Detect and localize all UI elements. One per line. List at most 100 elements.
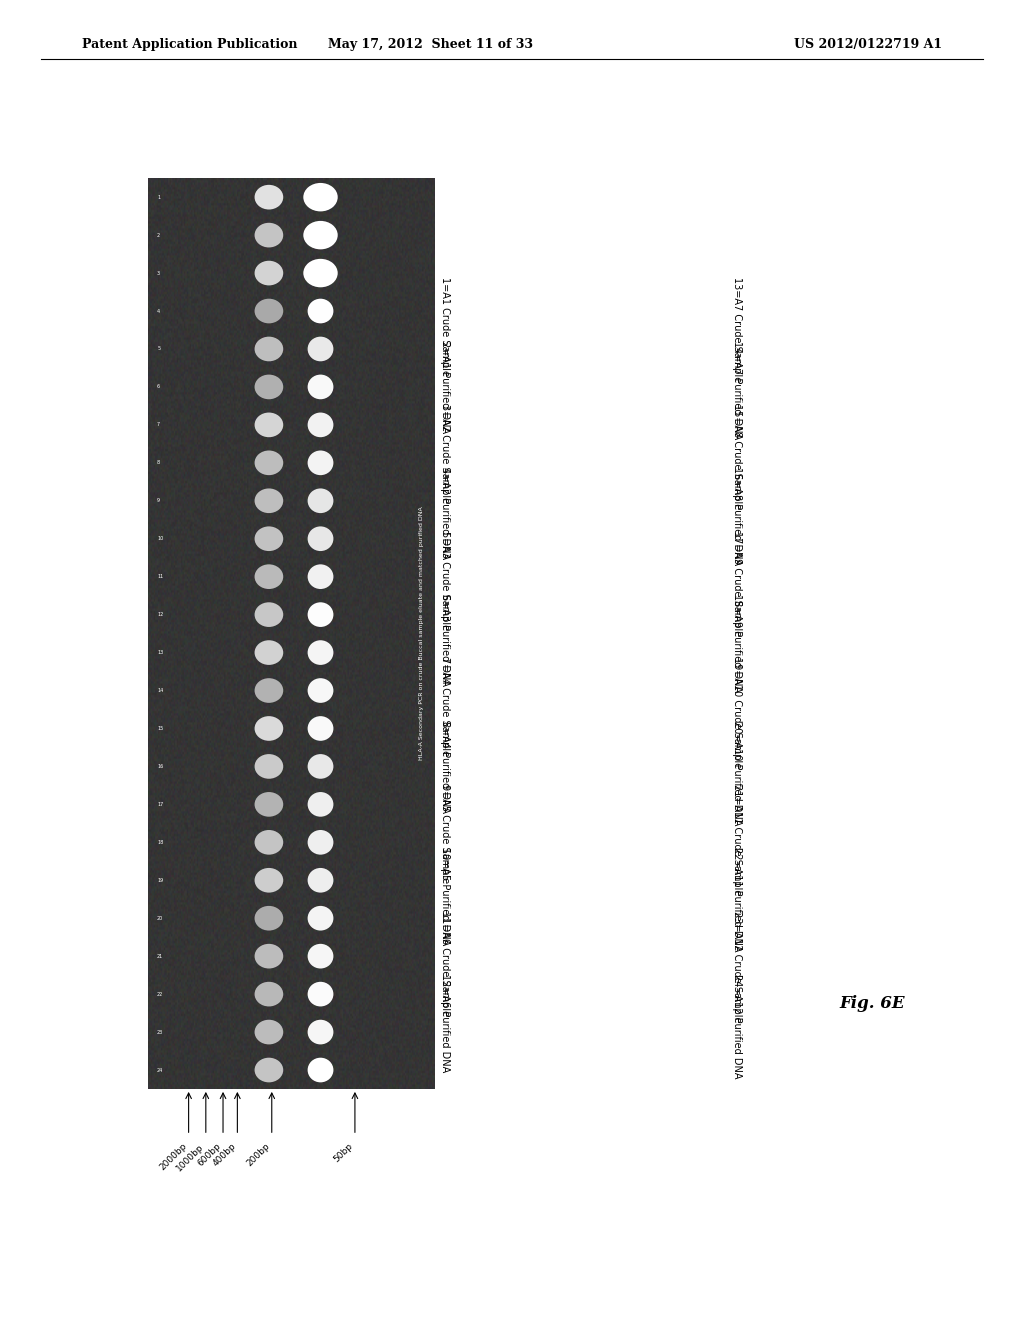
Text: 8: 8 bbox=[157, 461, 160, 466]
Ellipse shape bbox=[307, 869, 334, 892]
Text: 15=A8 Crude Sample: 15=A8 Crude Sample bbox=[732, 404, 742, 510]
Text: 18: 18 bbox=[157, 840, 164, 845]
Text: 20=A10 Purified DNA: 20=A10 Purified DNA bbox=[732, 721, 742, 825]
Ellipse shape bbox=[307, 223, 334, 247]
Text: 4: 4 bbox=[157, 309, 160, 314]
Text: 19: 19 bbox=[157, 878, 163, 883]
Ellipse shape bbox=[255, 717, 284, 741]
Text: 1=A1 Crude Sample: 1=A1 Crude Sample bbox=[440, 277, 451, 376]
Ellipse shape bbox=[255, 869, 284, 892]
Text: 23: 23 bbox=[157, 1030, 164, 1035]
Ellipse shape bbox=[255, 982, 284, 1006]
Ellipse shape bbox=[307, 337, 334, 362]
Ellipse shape bbox=[255, 792, 284, 817]
Text: US 2012/0122719 A1: US 2012/0122719 A1 bbox=[794, 38, 942, 51]
Text: 50bp: 50bp bbox=[333, 1142, 355, 1164]
Ellipse shape bbox=[307, 830, 334, 854]
Text: 400bp: 400bp bbox=[211, 1142, 238, 1168]
Text: 4=A2 Purified DNA: 4=A2 Purified DNA bbox=[440, 467, 451, 560]
Ellipse shape bbox=[307, 717, 334, 741]
Ellipse shape bbox=[255, 830, 284, 854]
Text: 10: 10 bbox=[157, 536, 164, 541]
Ellipse shape bbox=[255, 223, 284, 247]
Text: 17=A9 Crude Sample: 17=A9 Crude Sample bbox=[732, 531, 742, 636]
Ellipse shape bbox=[307, 944, 334, 969]
Text: 24: 24 bbox=[157, 1068, 164, 1073]
Ellipse shape bbox=[255, 185, 284, 210]
Text: 11: 11 bbox=[157, 574, 164, 579]
Text: 23=A12 Crude Sample: 23=A12 Crude Sample bbox=[732, 911, 742, 1022]
Text: 14: 14 bbox=[157, 688, 164, 693]
Ellipse shape bbox=[307, 640, 334, 665]
Ellipse shape bbox=[303, 183, 338, 211]
Text: 10=A5 Purified DNA: 10=A5 Purified DNA bbox=[440, 847, 451, 945]
Text: 17: 17 bbox=[157, 801, 164, 807]
Text: 19=A10 Crude Sample: 19=A10 Crude Sample bbox=[732, 657, 742, 768]
Ellipse shape bbox=[307, 261, 334, 285]
Ellipse shape bbox=[307, 678, 334, 702]
Text: 20: 20 bbox=[157, 916, 164, 921]
Text: 13: 13 bbox=[157, 649, 164, 655]
Ellipse shape bbox=[255, 337, 284, 362]
Text: Fig. 6E: Fig. 6E bbox=[840, 995, 905, 1011]
Ellipse shape bbox=[255, 602, 284, 627]
Ellipse shape bbox=[307, 906, 334, 931]
Ellipse shape bbox=[255, 565, 284, 589]
Text: 9: 9 bbox=[157, 498, 160, 503]
Text: 2=A1 Purified DNA: 2=A1 Purified DNA bbox=[440, 341, 451, 433]
Text: 3=A2 Crude Sample: 3=A2 Crude Sample bbox=[440, 404, 451, 503]
Text: 5=A3 Crude Sample: 5=A3 Crude Sample bbox=[440, 531, 451, 630]
Ellipse shape bbox=[255, 1057, 284, 1082]
Ellipse shape bbox=[307, 754, 334, 779]
Text: 2: 2 bbox=[157, 232, 160, 238]
Ellipse shape bbox=[255, 1020, 284, 1044]
Text: 6=A3 Purified DNA: 6=A3 Purified DNA bbox=[440, 594, 451, 686]
Ellipse shape bbox=[307, 792, 334, 817]
Ellipse shape bbox=[255, 375, 284, 399]
Ellipse shape bbox=[255, 944, 284, 969]
Text: 1: 1 bbox=[157, 194, 160, 199]
Ellipse shape bbox=[255, 754, 284, 779]
Text: 1000bp: 1000bp bbox=[175, 1142, 206, 1172]
Ellipse shape bbox=[307, 602, 334, 627]
Ellipse shape bbox=[255, 413, 284, 437]
Text: 15: 15 bbox=[157, 726, 164, 731]
Text: 12=A6 Purified DNA: 12=A6 Purified DNA bbox=[440, 974, 451, 1072]
Text: 21: 21 bbox=[157, 953, 164, 958]
Ellipse shape bbox=[307, 185, 334, 210]
Text: 5: 5 bbox=[157, 346, 160, 351]
Ellipse shape bbox=[307, 1057, 334, 1082]
Text: 14=A7 Purified DNA: 14=A7 Purified DNA bbox=[732, 341, 742, 438]
Text: 200bp: 200bp bbox=[245, 1142, 271, 1168]
Ellipse shape bbox=[307, 450, 334, 475]
Text: 22=A11 Purified DNA: 22=A11 Purified DNA bbox=[732, 847, 742, 952]
Text: 16=A8 Purified DNA: 16=A8 Purified DNA bbox=[732, 467, 742, 565]
Text: 3: 3 bbox=[157, 271, 160, 276]
Ellipse shape bbox=[307, 565, 334, 589]
Ellipse shape bbox=[307, 375, 334, 399]
Text: 13=A7 Crude Sample: 13=A7 Crude Sample bbox=[732, 277, 742, 383]
Text: 18=A9 Purified DNA: 18=A9 Purified DNA bbox=[732, 594, 742, 692]
Ellipse shape bbox=[307, 1020, 334, 1044]
Text: 22: 22 bbox=[157, 991, 164, 997]
Ellipse shape bbox=[255, 488, 284, 513]
Text: 2000bp: 2000bp bbox=[158, 1142, 188, 1172]
Ellipse shape bbox=[255, 678, 284, 702]
Text: 7=A4 Crude Sample: 7=A4 Crude Sample bbox=[440, 657, 451, 756]
Text: May 17, 2012  Sheet 11 of 33: May 17, 2012 Sheet 11 of 33 bbox=[328, 38, 532, 51]
Ellipse shape bbox=[255, 261, 284, 285]
Ellipse shape bbox=[303, 259, 338, 288]
Text: 6: 6 bbox=[157, 384, 160, 389]
Ellipse shape bbox=[307, 982, 334, 1006]
Ellipse shape bbox=[303, 220, 338, 249]
Text: HLA-A Secondary PCR on crude Buccal sample eluate and matched purified DNA: HLA-A Secondary PCR on crude Buccal samp… bbox=[419, 507, 424, 760]
Ellipse shape bbox=[255, 906, 284, 931]
Text: 24=A12 Purified DNA: 24=A12 Purified DNA bbox=[732, 974, 742, 1078]
Ellipse shape bbox=[255, 298, 284, 323]
Ellipse shape bbox=[255, 640, 284, 665]
Ellipse shape bbox=[307, 527, 334, 550]
Text: 600bp: 600bp bbox=[197, 1142, 223, 1168]
Text: 16: 16 bbox=[157, 764, 164, 770]
Text: 7: 7 bbox=[157, 422, 160, 428]
Text: 11=A6 Crude Sample: 11=A6 Crude Sample bbox=[440, 911, 451, 1016]
